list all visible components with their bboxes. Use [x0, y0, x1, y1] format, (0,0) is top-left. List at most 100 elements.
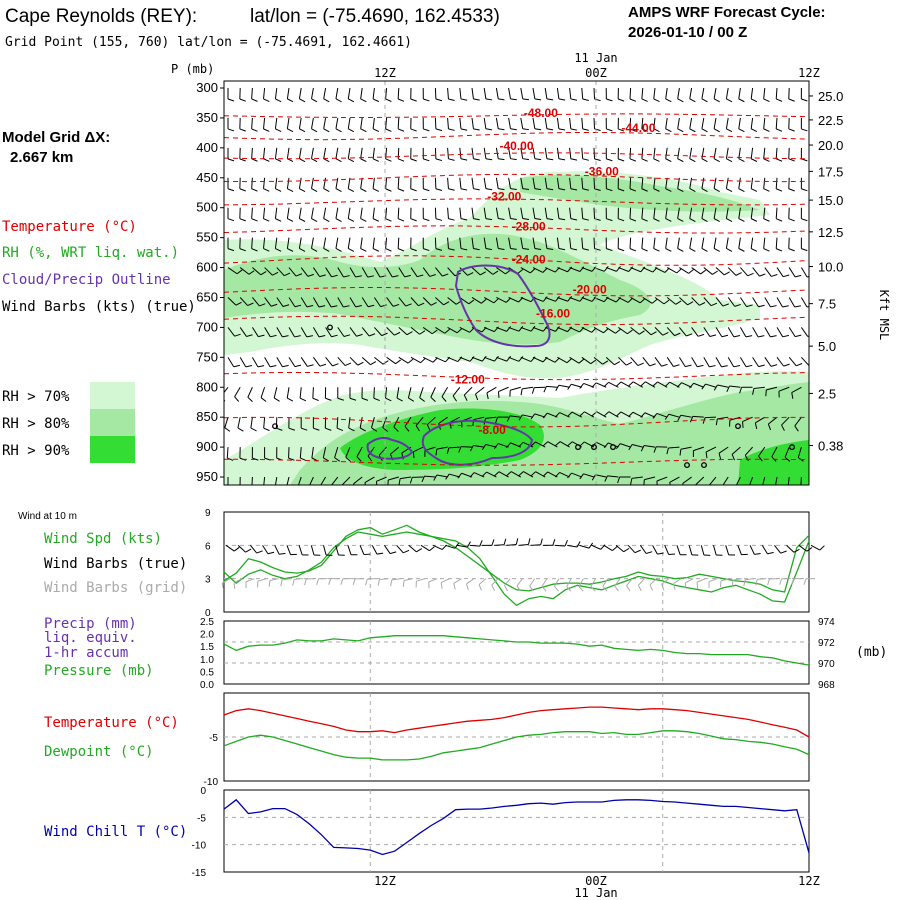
upper-wind-barb [382, 417, 388, 432]
upper-wind-barb [727, 327, 741, 338]
upper-wind-barb [520, 325, 536, 332]
upper-wind-barb [386, 327, 401, 336]
upper-wind-barb [374, 327, 388, 337]
upper-wind-barb [361, 297, 375, 308]
upper-wind-barb [274, 476, 278, 485]
upper-wind-barb [361, 387, 369, 401]
temperature-contour [224, 287, 809, 297]
upper-wind-barb [788, 117, 795, 132]
upper-wind-barb [227, 88, 235, 102]
upper-wind-barb [447, 147, 455, 161]
upper-wind-barb [224, 417, 231, 432]
upper-wind-barb [251, 207, 258, 222]
upper-wind-barb [630, 357, 644, 367]
upper-wind-barb [653, 147, 660, 162]
surface-wind-barb-grid [365, 578, 377, 586]
upper-wind-barb [591, 474, 607, 481]
upper-wind-barb [349, 387, 357, 401]
upper-wind-barb [459, 177, 468, 191]
upper-wind-barb [325, 327, 338, 338]
temperature-contour-label: -40.00 [499, 139, 533, 153]
upper-wind-barb [345, 446, 351, 462]
temperature-line [223, 706, 810, 738]
legend-pressure: Pressure (mb) [44, 663, 154, 679]
upper-wind-barb [495, 177, 505, 191]
upper-wind-barb [703, 327, 717, 338]
upper-wind-barb [738, 117, 745, 133]
upper-wind-barb [703, 357, 716, 368]
upper-wind-barb [412, 446, 424, 459]
surface-wind-barb-grid [465, 578, 475, 591]
temperature-contour [224, 198, 809, 206]
upper-wind-barb [447, 87, 455, 101]
cloud-outline [454, 264, 551, 348]
upper-wind-barb [750, 87, 758, 103]
upper-wind-barb [239, 267, 255, 275]
upper-wind-barb [300, 267, 314, 277]
upper-wind-barb [276, 327, 289, 338]
upper-wind-barb [776, 357, 790, 367]
upper-wind-barb [434, 237, 443, 251]
upper-wind-barb [263, 207, 270, 222]
upper-wind-barb [312, 417, 320, 431]
surface-wind-barb-true [652, 545, 664, 555]
surface-wind-barb-true [347, 545, 358, 556]
upper-wind-barb [618, 266, 634, 272]
upper-wind-barb [508, 87, 517, 101]
upper-wind-barb [397, 237, 405, 252]
upper-wind-barb [653, 446, 668, 453]
upper-wind-barb [617, 476, 631, 484]
surface-wind-barb-true [274, 545, 286, 555]
upper-wind-barb [555, 441, 570, 448]
upper-wind-barb [348, 417, 355, 432]
upper-wind-barb [738, 177, 745, 192]
upper-wind-barb [359, 417, 366, 432]
upper-wind-barb [323, 177, 330, 193]
surface-wind-barb-true [567, 541, 581, 548]
upper-wind-barb [385, 147, 392, 162]
precip-tick: 0.0 [200, 680, 214, 691]
upper-wind-barb [569, 237, 578, 251]
upper-wind-barb [629, 237, 637, 252]
upper-wind-barb [360, 117, 367, 133]
upper-wind-barb [788, 87, 795, 102]
upper-wind-barb [701, 117, 708, 133]
surface-wind-barb-true [688, 545, 699, 556]
upper-wind-barb [708, 476, 717, 485]
surface-wind-barb-true [225, 544, 240, 552]
temp-tick: -5 [209, 733, 218, 744]
upper-wind-barb [324, 387, 332, 401]
wind-tick: 0 [205, 608, 211, 619]
top-tick-00z: 00Z [585, 66, 607, 80]
surface-wind-barb-true [396, 545, 410, 554]
height-tick: 5.0 [818, 339, 836, 354]
upper-wind-barb [605, 117, 613, 132]
upper-wind-barb [298, 237, 306, 252]
upper-wind-barb [629, 207, 637, 222]
upper-wind-barb [447, 117, 455, 131]
surface-wind-barb-grid [292, 578, 304, 586]
top-date-label: 11 Jan [574, 51, 617, 65]
upper-wind-barb [776, 267, 790, 278]
upper-wind-barb [738, 147, 745, 163]
upper-wind-barb [581, 237, 589, 251]
upper-wind-barb [640, 445, 656, 452]
upper-wind-barb [483, 117, 493, 131]
upper-wind-barb [569, 87, 578, 101]
grid-point-label: Grid Point (155, 760) lat/lon = (-75.469… [5, 35, 412, 50]
main-panel-frame [223, 80, 810, 486]
upper-wind-barb [372, 237, 380, 252]
upper-wind-barb [367, 446, 375, 462]
surface-wind-barb-true [262, 545, 275, 555]
temperature-contour-labels: -48.00 -44.00 -40.00 -36.00 -32.00 -28.00 -24.… [451, 106, 656, 437]
upper-wind-barb [800, 237, 808, 252]
upper-wind-barb [361, 356, 377, 366]
upper-wind-barb [801, 356, 809, 366]
upper-wind-barb [508, 207, 517, 220]
temperature-dewpoint-plot: -5 -10 [204, 693, 810, 788]
upper-wind-barb [335, 147, 342, 163]
upper-wind-barb [738, 237, 745, 252]
upper-wind-barb [361, 327, 376, 337]
upper-wind-barb [298, 177, 306, 193]
surface-wind-barb-grid [516, 578, 523, 592]
